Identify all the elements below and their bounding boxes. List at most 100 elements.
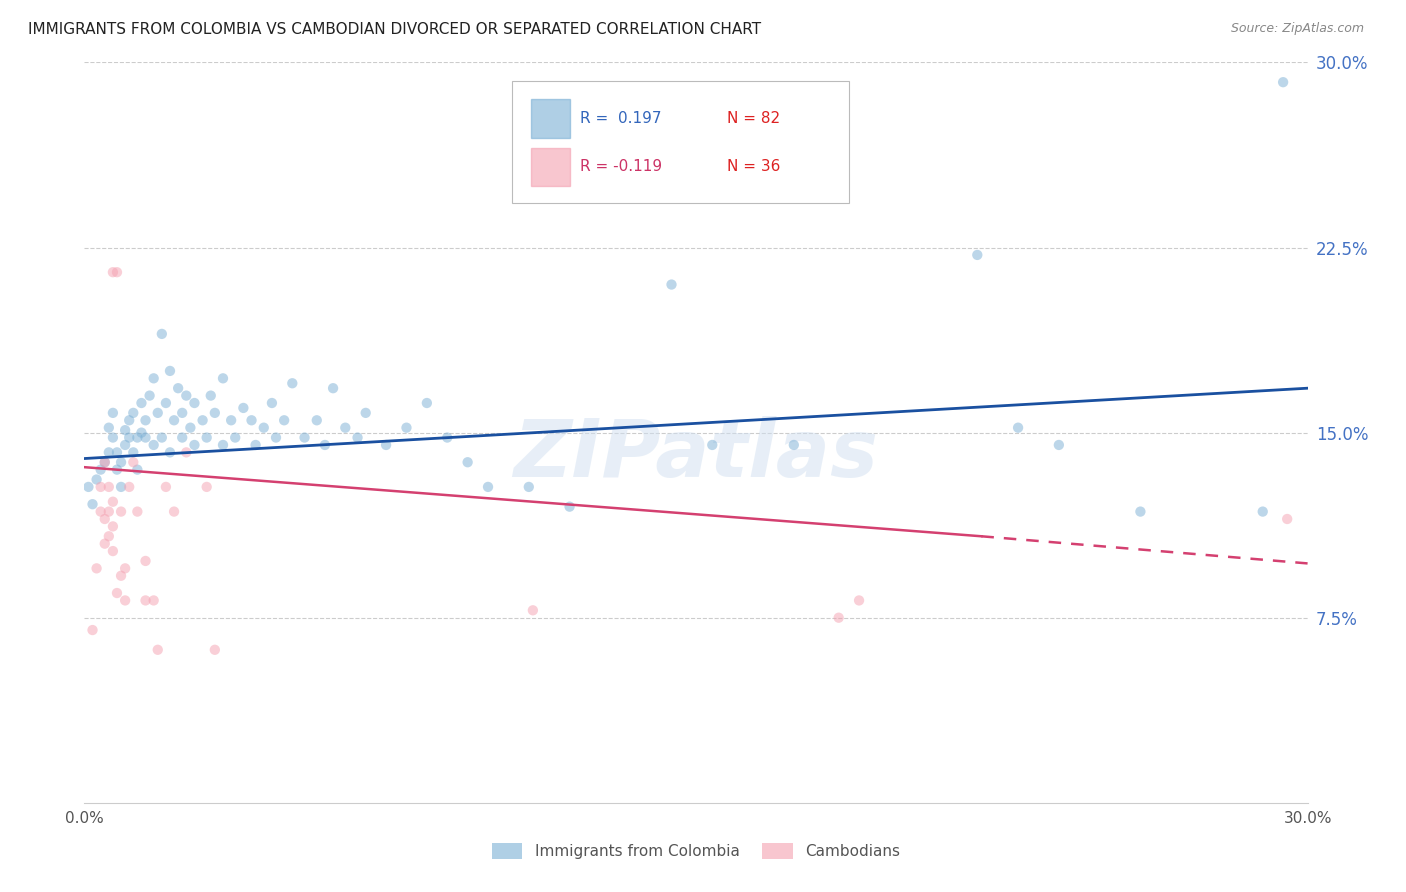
Point: [105, 586, 128, 600]
Point: [1129, 505, 1152, 519]
Point: [163, 505, 186, 519]
Point: [191, 413, 214, 427]
Point: [142, 371, 165, 385]
Point: [172, 431, 194, 445]
Point: [97, 529, 120, 543]
Point: [90, 480, 112, 494]
Point: [97, 445, 120, 459]
Point: [179, 420, 201, 434]
Point: [127, 505, 149, 519]
Point: [200, 388, 222, 402]
FancyBboxPatch shape: [513, 81, 849, 203]
Point: [135, 413, 157, 427]
Point: [105, 462, 128, 476]
Point: [97, 480, 120, 494]
Point: [135, 431, 157, 445]
Point: [122, 445, 145, 459]
Point: [828, 610, 851, 624]
Point: [101, 431, 124, 445]
Text: R = -0.119: R = -0.119: [579, 160, 662, 174]
Point: [155, 480, 177, 494]
Point: [114, 593, 136, 607]
Point: [86, 473, 108, 487]
Point: [150, 326, 173, 341]
Point: [142, 593, 165, 607]
Point: [305, 413, 328, 427]
Legend: Immigrants from Colombia, Cambodians: Immigrants from Colombia, Cambodians: [485, 838, 907, 865]
Point: [131, 396, 153, 410]
Point: [163, 413, 186, 427]
Point: [146, 406, 169, 420]
Point: [1277, 512, 1299, 526]
Point: [105, 265, 128, 279]
Point: [224, 431, 246, 445]
Text: R =  0.197: R = 0.197: [579, 112, 661, 126]
Point: [661, 277, 683, 292]
Point: [93, 512, 115, 526]
Point: [110, 568, 132, 582]
Point: [260, 396, 283, 410]
Point: [77, 480, 100, 494]
Point: [131, 425, 153, 440]
Point: [101, 406, 124, 420]
Point: [142, 438, 165, 452]
FancyBboxPatch shape: [531, 99, 569, 138]
Point: [135, 593, 157, 607]
Point: [138, 388, 160, 402]
Point: [558, 500, 581, 514]
Point: [335, 420, 357, 434]
Text: ZIPatlas: ZIPatlas: [513, 416, 879, 494]
Point: [90, 505, 112, 519]
Point: [110, 480, 132, 494]
Point: [314, 438, 336, 452]
Point: [118, 413, 141, 427]
Point: [122, 455, 145, 469]
Point: [204, 642, 226, 657]
Point: [82, 497, 104, 511]
Point: [281, 376, 304, 391]
Point: [195, 431, 218, 445]
Point: [82, 623, 104, 637]
Point: [264, 431, 287, 445]
Point: [232, 401, 254, 415]
Point: [155, 396, 177, 410]
Point: [457, 455, 479, 469]
Point: [101, 265, 124, 279]
Point: [294, 431, 316, 445]
Point: [97, 420, 120, 434]
Point: [93, 455, 115, 469]
Point: [167, 381, 190, 395]
Point: [105, 445, 128, 459]
Point: [522, 603, 544, 617]
Point: [273, 413, 295, 427]
Point: [245, 438, 267, 452]
Point: [93, 455, 115, 469]
Point: [517, 480, 540, 494]
Point: [1251, 505, 1274, 519]
Point: [204, 406, 226, 420]
Point: [174, 445, 197, 459]
Point: [97, 505, 120, 519]
Point: [240, 413, 263, 427]
Point: [159, 364, 181, 378]
Point: [436, 431, 458, 445]
Point: [114, 438, 136, 452]
Point: [90, 462, 112, 476]
Point: [101, 544, 124, 558]
Point: [101, 519, 124, 533]
Point: [219, 413, 242, 427]
Point: [477, 480, 499, 494]
FancyBboxPatch shape: [531, 147, 569, 186]
Point: [146, 642, 169, 657]
Point: [346, 431, 368, 445]
Point: [114, 423, 136, 437]
Point: [114, 561, 136, 575]
Point: [174, 388, 197, 402]
Point: [118, 480, 141, 494]
Point: [93, 536, 115, 550]
Point: [159, 445, 181, 459]
Point: [1007, 420, 1029, 434]
Point: [110, 455, 132, 469]
Point: [322, 381, 344, 395]
Point: [172, 406, 194, 420]
